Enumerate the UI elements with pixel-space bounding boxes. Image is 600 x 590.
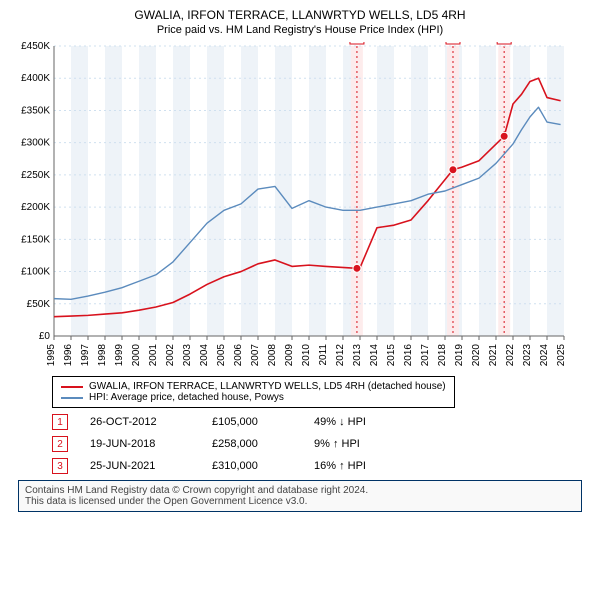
legend-row-hpi: HPI: Average price, detached house, Powy… [61, 392, 446, 403]
svg-text:£150K: £150K [21, 234, 50, 245]
svg-text:2014: 2014 [369, 344, 380, 367]
svg-text:2025: 2025 [556, 344, 567, 367]
sale-marker-icon: 2 [52, 436, 68, 452]
svg-text:2016: 2016 [403, 344, 414, 367]
svg-text:2023: 2023 [522, 344, 533, 367]
svg-text:2012: 2012 [335, 344, 346, 367]
chart: £0 £50K £100K £150K £200K £250K £300K £350K £400… [10, 42, 590, 372]
svg-text:2018: 2018 [437, 344, 448, 367]
svg-text:2003: 2003 [182, 344, 193, 367]
legend: GWALIA, IRFON TERRACE, LLANWRTYD WELLS, … [52, 376, 455, 408]
svg-text:£450K: £450K [21, 42, 50, 52]
svg-text:2021: 2021 [488, 344, 499, 367]
legend-swatch-sold [61, 386, 83, 388]
sales-row: 2 19-JUN-2018 £258,000 9% ↑ HPI [52, 436, 590, 452]
chart-title: GWALIA, IRFON TERRACE, LLANWRTYD WELLS, … [10, 8, 590, 22]
svg-text:£200K: £200K [21, 202, 50, 213]
svg-text:2019: 2019 [454, 344, 465, 367]
svg-text:£0: £0 [39, 331, 51, 342]
sale-marker-icon: 3 [52, 458, 68, 474]
sales-table: 1 26-OCT-2012 £105,000 49% ↓ HPI 2 19-JUN-201… [52, 414, 590, 474]
sales-row: 1 26-OCT-2012 £105,000 49% ↓ HPI [52, 414, 590, 430]
svg-text:2011: 2011 [318, 344, 329, 366]
sale-hpi: 9% ↑ HPI [314, 438, 414, 450]
svg-text:2017: 2017 [420, 344, 431, 367]
footnote-line-1: Contains HM Land Registry data © Crown c… [25, 485, 575, 496]
svg-text:2007: 2007 [250, 344, 261, 367]
svg-text:2024: 2024 [539, 344, 550, 367]
svg-text:2010: 2010 [301, 344, 312, 367]
svg-text:2013: 2013 [352, 344, 363, 367]
chart-subtitle: Price paid vs. HM Land Registry's House … [10, 24, 590, 36]
svg-text:£400K: £400K [21, 73, 50, 84]
footnote-line-2: This data is licensed under the Open Gov… [25, 496, 575, 507]
sale-hpi: 49% ↓ HPI [314, 416, 414, 428]
svg-text:3: 3 [501, 42, 507, 44]
svg-text:1998: 1998 [97, 344, 108, 367]
svg-text:2000: 2000 [131, 344, 142, 367]
legend-swatch-hpi [61, 397, 83, 399]
sale-price: £105,000 [212, 416, 292, 428]
svg-text:£100K: £100K [21, 267, 50, 278]
sales-row: 3 25-JUN-2021 £310,000 16% ↑ HPI [52, 458, 590, 474]
chart-svg: £0 £50K £100K £150K £200K £250K £300K £350K £400… [10, 42, 570, 372]
sale-date: 19-JUN-2018 [90, 438, 190, 450]
svg-text:£50K: £50K [27, 299, 51, 310]
svg-text:2001: 2001 [148, 344, 159, 367]
svg-text:1995: 1995 [46, 344, 57, 367]
svg-text:1: 1 [354, 42, 360, 44]
svg-text:2009: 2009 [284, 344, 295, 367]
legend-label-hpi: HPI: Average price, detached house, Powy… [89, 392, 284, 403]
svg-text:2015: 2015 [386, 344, 397, 367]
svg-text:2006: 2006 [233, 344, 244, 367]
svg-text:2: 2 [450, 42, 456, 44]
sale-price: £310,000 [212, 460, 292, 472]
svg-text:2002: 2002 [165, 344, 176, 367]
titles: GWALIA, IRFON TERRACE, LLANWRTYD WELLS, … [10, 8, 590, 36]
svg-text:2005: 2005 [216, 344, 227, 367]
legend-label-sold: GWALIA, IRFON TERRACE, LLANWRTYD WELLS, … [89, 381, 446, 392]
svg-text:2020: 2020 [471, 344, 482, 367]
svg-text:2008: 2008 [267, 344, 278, 367]
svg-text:£350K: £350K [21, 105, 50, 116]
footnote: Contains HM Land Registry data © Crown c… [18, 480, 582, 512]
sale-date: 26-OCT-2012 [90, 416, 190, 428]
legend-row-sold: GWALIA, IRFON TERRACE, LLANWRTYD WELLS, … [61, 381, 446, 392]
svg-text:£300K: £300K [21, 138, 50, 149]
sale-date: 25-JUN-2021 [90, 460, 190, 472]
svg-text:1997: 1997 [80, 344, 91, 367]
page-root: GWALIA, IRFON TERRACE, LLANWRTYD WELLS, … [0, 0, 600, 590]
svg-text:1996: 1996 [63, 344, 74, 367]
sale-price: £258,000 [212, 438, 292, 450]
svg-text:2022: 2022 [505, 344, 516, 367]
svg-text:£250K: £250K [21, 170, 50, 181]
sale-hpi: 16% ↑ HPI [314, 460, 414, 472]
svg-text:1999: 1999 [114, 344, 125, 367]
sale-marker-icon: 1 [52, 414, 68, 430]
svg-text:2004: 2004 [199, 344, 210, 367]
